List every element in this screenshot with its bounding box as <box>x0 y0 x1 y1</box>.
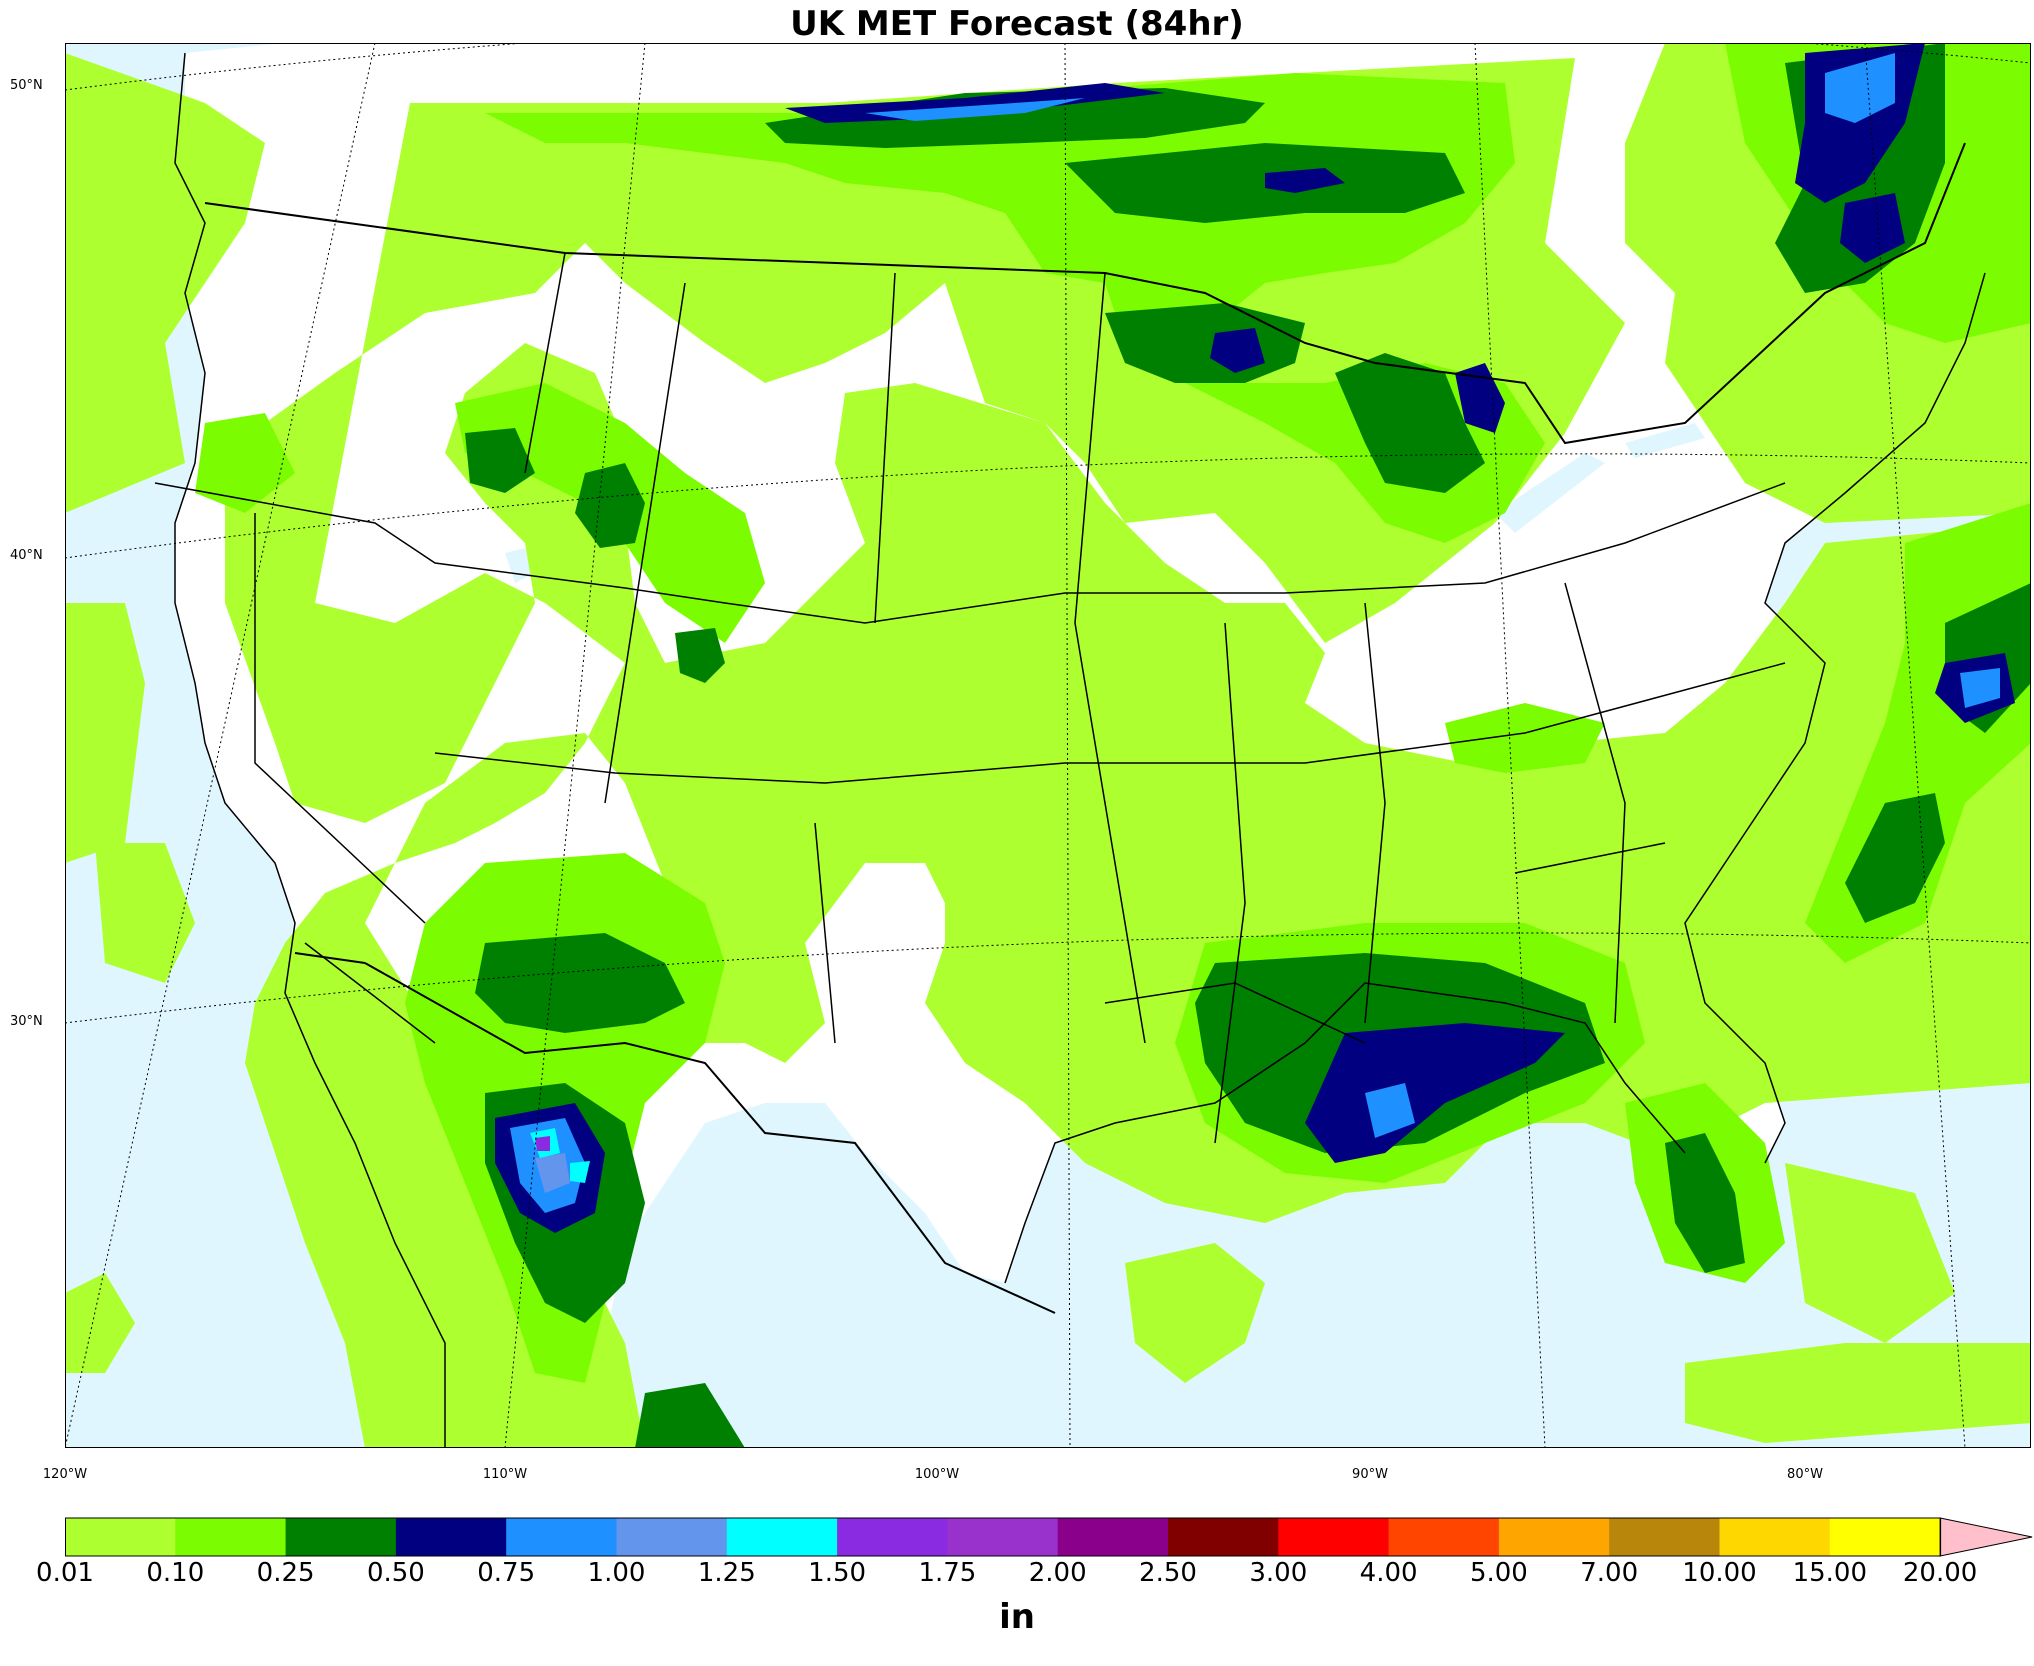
colorbar-extend-arrow <box>1939 1517 2033 1557</box>
colorbar-segment <box>947 1518 1059 1556</box>
colorbar-segment <box>506 1518 617 1556</box>
lon-label: 90°W <box>1352 1467 1388 1482</box>
colorbar-segment <box>1719 1518 1831 1556</box>
colorbar-tick-label: 4.00 <box>1359 1558 1418 1588</box>
colorbar-segment <box>285 1518 397 1556</box>
colorbar <box>65 1517 2033 1561</box>
colorbar-segment <box>1609 1518 1720 1556</box>
colorbar-tick-label: 7.00 <box>1580 1558 1639 1588</box>
colorbar-segment <box>837 1518 948 1556</box>
colorbar-segment <box>1057 1518 1169 1556</box>
map-title: UK MET Forecast (84hr) <box>790 4 1244 44</box>
colorbar-units: in <box>999 1597 1035 1637</box>
colorbar-segment <box>1278 1518 1390 1556</box>
colorbar-tick-label: 15.00 <box>1792 1558 1868 1588</box>
colorbar-segment <box>65 1518 176 1556</box>
lake-erie <box>1495 453 1605 533</box>
colorbar-tick-label: 1.25 <box>697 1558 756 1588</box>
lon-label: 120°W <box>42 1467 88 1482</box>
colorbar-segment <box>616 1518 728 1556</box>
lat-label: 40°N <box>10 548 43 563</box>
colorbar-segment <box>395 1518 507 1556</box>
colorbar-segment <box>1829 1518 1941 1556</box>
colorbar-frame <box>65 1517 1942 1557</box>
colorbar-tick-label: 0.10 <box>146 1558 205 1588</box>
colorbar-tick-label: 1.00 <box>587 1558 646 1588</box>
colorbar-tick-label: 2.00 <box>1028 1558 1087 1588</box>
lon-label: 110°W <box>482 1467 528 1482</box>
colorbar-segment <box>175 1518 287 1556</box>
colorbar-tick-label: 0.01 <box>36 1558 94 1588</box>
colorbar-tick-label: 1.50 <box>808 1558 867 1588</box>
colorbar-tick-label: 3.00 <box>1249 1558 1308 1588</box>
lat-label: 30°N <box>10 1014 43 1029</box>
colorbar-tick-label: 0.50 <box>366 1558 425 1588</box>
colorbar-segment <box>1388 1518 1500 1556</box>
colorbar-tick-label: 1.75 <box>918 1558 977 1588</box>
lat-label: 50°N <box>10 78 43 93</box>
precipitation-map[interactable] <box>65 43 2031 1448</box>
lake-ontario <box>1625 423 1705 458</box>
colorbar-tick-label: 20.00 <box>1902 1558 1978 1588</box>
precipitation-fills <box>65 43 2031 1448</box>
lon-label: 100°W <box>914 1467 960 1482</box>
colorbar-tick-label: 0.75 <box>477 1558 536 1588</box>
coastlines <box>174 52 1986 1448</box>
lon-label: 80°W <box>1787 1467 1823 1482</box>
colorbar-tick-label: 5.00 <box>1469 1558 1528 1588</box>
colorbar-tick-label: 10.00 <box>1682 1558 1757 1588</box>
state-lines <box>154 252 1786 1144</box>
colorbar-tick-label: 2.50 <box>1139 1558 1197 1588</box>
colorbar-segment <box>1498 1518 1610 1556</box>
colorbar-segment <box>726 1518 838 1556</box>
boundaries <box>204 142 1966 1314</box>
colorbar-tick-label: 0.25 <box>256 1558 315 1588</box>
map-frame <box>65 43 2031 1448</box>
colorbar-segment <box>1168 1518 1279 1556</box>
